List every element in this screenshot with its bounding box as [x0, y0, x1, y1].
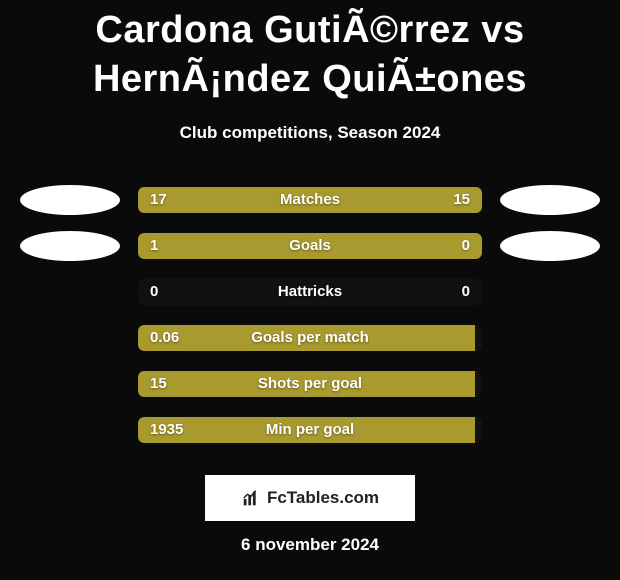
- stat-left-value: 1: [150, 233, 158, 259]
- page-subtitle: Club competitions, Season 2024: [0, 123, 620, 143]
- stat-left-value: 17: [150, 187, 167, 213]
- stat-row: 1935 Min per goal: [0, 407, 620, 453]
- stat-right-value: 0: [462, 233, 470, 259]
- stat-row: 0 0 Hattricks: [0, 269, 620, 315]
- chart-icon: [241, 487, 263, 509]
- stat-label: Matches: [280, 187, 340, 213]
- stat-bar-track: 0.06 Goals per match: [138, 325, 482, 351]
- player-right-avatar: [500, 231, 600, 261]
- stat-label: Goals per match: [251, 325, 369, 351]
- stat-left-value: 15: [150, 371, 167, 397]
- comparison-card: Cardona GutiÃ©rrez vs HernÃ¡ndez QuiÃ±on…: [0, 0, 620, 580]
- stat-bar-track: 1 0 Goals: [138, 233, 482, 259]
- footer-brand-label: FcTables.com: [267, 488, 379, 508]
- stat-right-value: 0: [462, 279, 470, 305]
- stat-bar-track: 17 15 Matches: [138, 187, 482, 213]
- stat-bar-track: 15 Shots per goal: [138, 371, 482, 397]
- stat-left-value: 0.06: [150, 325, 179, 351]
- stat-label: Min per goal: [266, 417, 354, 443]
- stat-label: Hattricks: [278, 279, 342, 305]
- stat-label: Shots per goal: [258, 371, 362, 397]
- stat-row: 15 Shots per goal: [0, 361, 620, 407]
- stat-right-value: 15: [453, 187, 470, 213]
- player-left-avatar: [20, 231, 120, 261]
- stat-left-value: 1935: [150, 417, 183, 443]
- stat-row: 0.06 Goals per match: [0, 315, 620, 361]
- stat-rows: 17 15 Matches 1 0 Goals 0 0 Hattricks 0.06 Goals p…: [0, 177, 620, 453]
- footer-date: 6 november 2024: [0, 535, 620, 555]
- stat-bar-track: 0 0 Hattricks: [138, 279, 482, 305]
- page-title: Cardona GutiÃ©rrez vs HernÃ¡ndez QuiÃ±on…: [0, 0, 620, 105]
- player-left-avatar: [20, 185, 120, 215]
- footer-brand-box[interactable]: FcTables.com: [205, 475, 415, 521]
- stat-bar-left: [138, 233, 399, 259]
- player-right-avatar: [500, 185, 600, 215]
- stat-left-value: 0: [150, 279, 158, 305]
- stat-label: Goals: [289, 233, 331, 259]
- stat-row: 1 0 Goals: [0, 223, 620, 269]
- stat-bar-track: 1935 Min per goal: [138, 417, 482, 443]
- stat-row: 17 15 Matches: [0, 177, 620, 223]
